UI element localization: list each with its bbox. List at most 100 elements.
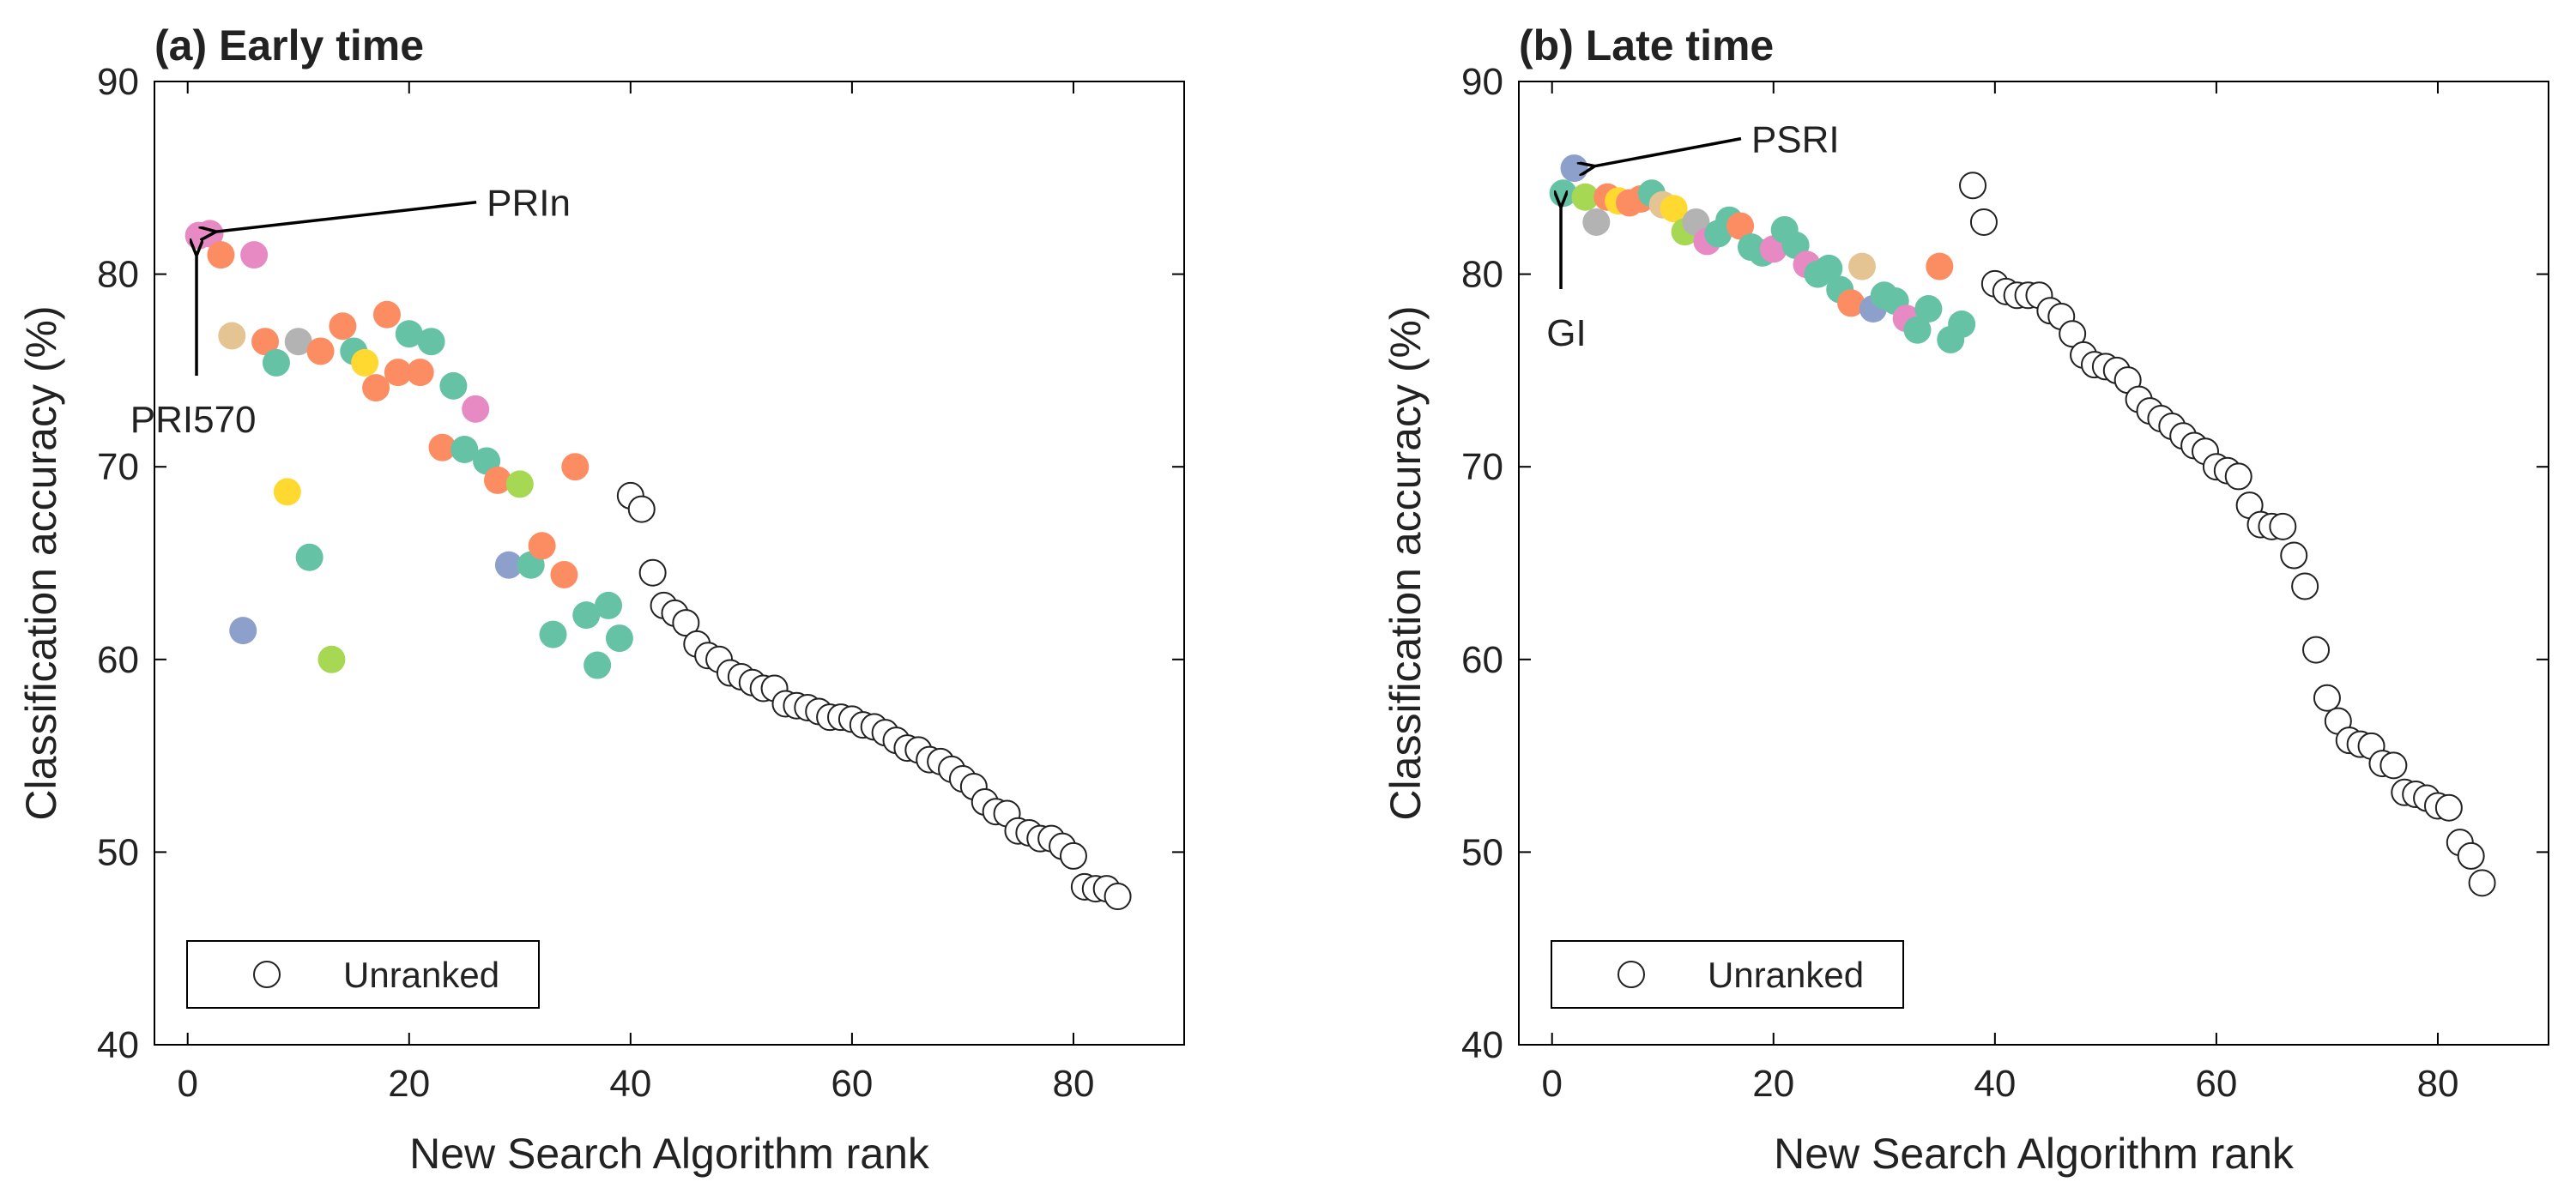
annotation-psri: PSRI: [1594, 119, 1840, 166]
unranked-point: [638, 558, 667, 587]
ranked-point: [395, 320, 423, 348]
ranked-point: [295, 543, 324, 571]
unranked-point: [2059, 320, 2087, 348]
ranked-point: [329, 312, 357, 341]
y-tick-label: 90: [97, 61, 139, 103]
legend-marker: [253, 961, 281, 988]
ranked-point: [439, 371, 468, 400]
x-tick-label: 60: [831, 1063, 873, 1105]
legend: Unranked: [186, 940, 540, 1009]
unranked-point: [2280, 541, 2308, 570]
ranked-point: [1660, 195, 1688, 223]
panel-early-time: (a) Early time 40 50 60 70 80 90 0 20 40 60 80 Cl…: [17, 21, 1185, 1178]
legend-label: Unranked: [343, 955, 499, 995]
x-tick-label: 60: [2195, 1063, 2237, 1105]
legend-marker: [1618, 961, 1645, 988]
ranked-point: [550, 560, 578, 588]
unranked-point: [2224, 462, 2252, 491]
panel-title: (a) Early time: [154, 21, 424, 69]
y-axis-label: Classification accuracy (%): [1382, 305, 1430, 820]
panel-late-time: (b) Late time 40 50 60 70 80 90 0 20 40 60 80 Cla…: [1382, 21, 2549, 1178]
ranked-point: [561, 453, 590, 481]
x-axis-label: New Search Algorithm rank: [409, 1130, 930, 1178]
unranked-point: [2302, 636, 2331, 664]
unranked-point: [2457, 841, 2485, 870]
unranked-point: [672, 609, 700, 637]
plot-frame: [154, 81, 1185, 1046]
x-tick-label: 20: [1752, 1063, 1794, 1105]
unranked-point: [1059, 841, 1087, 870]
ranked-point: [1560, 154, 1588, 183]
ranked-point: [462, 395, 490, 423]
ranked-point: [262, 348, 290, 377]
y-tick-label: 60: [97, 639, 139, 681]
ranked-point: [362, 374, 390, 402]
ranked-point: [417, 328, 445, 356]
ranked-point: [207, 241, 235, 269]
ranked-point: [218, 322, 246, 350]
unranked-point: [1969, 208, 1998, 236]
y-tick-label: 40: [97, 1024, 139, 1066]
legend: Unranked: [1551, 940, 1904, 1009]
y-tick-label: 80: [1461, 254, 1503, 296]
ranked-point: [229, 617, 257, 645]
ranked-point: [428, 433, 457, 461]
x-tick-label: 80: [2416, 1063, 2458, 1105]
y-tick-label: 90: [1461, 61, 1503, 103]
ranked-point: [595, 591, 623, 619]
ranked-point: [584, 651, 612, 679]
x-tick-label: 20: [388, 1063, 430, 1105]
unranked-point: [2269, 512, 2297, 540]
ranked-point: [372, 300, 401, 329]
unranked-point: [2468, 869, 2496, 897]
ranked-point: [1848, 252, 1876, 280]
ranked-point: [605, 624, 633, 653]
ranked-point: [251, 328, 280, 356]
x-tick-label: 0: [177, 1063, 197, 1105]
annotation-gi: GI: [1546, 207, 1587, 354]
ranked-point: [351, 348, 379, 377]
y-axis-ticks: 40 50 60 70 80 90: [97, 61, 1184, 1066]
ranked-point: [1948, 310, 1976, 338]
panel-title: (b) Late time: [1519, 21, 1774, 69]
unranked-point: [2379, 751, 2408, 780]
unranked-point: [1959, 172, 1987, 200]
annotation-label: PRIn: [487, 183, 571, 225]
annotations: PSRI GI: [1546, 119, 1839, 354]
unranked-point: [2434, 793, 2463, 822]
x-tick-label: 40: [1974, 1063, 2016, 1105]
annotation-pri570: PRI570: [130, 255, 257, 441]
legend-label: Unranked: [1708, 955, 1864, 995]
annotation-label: PRI570: [130, 399, 257, 441]
ranked-point: [406, 359, 434, 387]
unranked-point: [2291, 572, 2319, 600]
ranked-point: [1926, 252, 1954, 280]
y-tick-label: 70: [97, 446, 139, 488]
ranked-point: [484, 466, 511, 494]
ranked-point: [1903, 316, 1932, 344]
legend-box: [186, 940, 540, 1009]
ranked-point: [494, 551, 523, 579]
ranked-point: [1726, 212, 1755, 240]
ranked-point: [1571, 183, 1599, 211]
annotation-label: GI: [1546, 312, 1586, 354]
y-tick-label: 60: [1461, 639, 1503, 681]
y-axis-ticks: 40 50 60 70 80 90: [1461, 61, 2549, 1066]
ranked-point: [306, 337, 335, 365]
ranked-point: [384, 359, 412, 387]
unranked-point: [2313, 684, 2341, 712]
ranked-point: [450, 435, 479, 463]
ranked-point: [1837, 289, 1865, 317]
ranked-point: [505, 470, 534, 498]
plot-frame: [1518, 81, 2549, 1046]
annotations: PRIn PRI570: [130, 183, 571, 441]
y-tick-label: 40: [1461, 1024, 1503, 1066]
unranked-point: [1104, 883, 1132, 911]
x-tick-label: 0: [1541, 1063, 1562, 1105]
annotation-label: PSRI: [1751, 119, 1840, 161]
ranked-point: [1815, 254, 1843, 282]
ranked-point: [528, 532, 556, 560]
y-tick-label: 50: [1461, 831, 1503, 873]
ranked-point: [317, 645, 346, 673]
